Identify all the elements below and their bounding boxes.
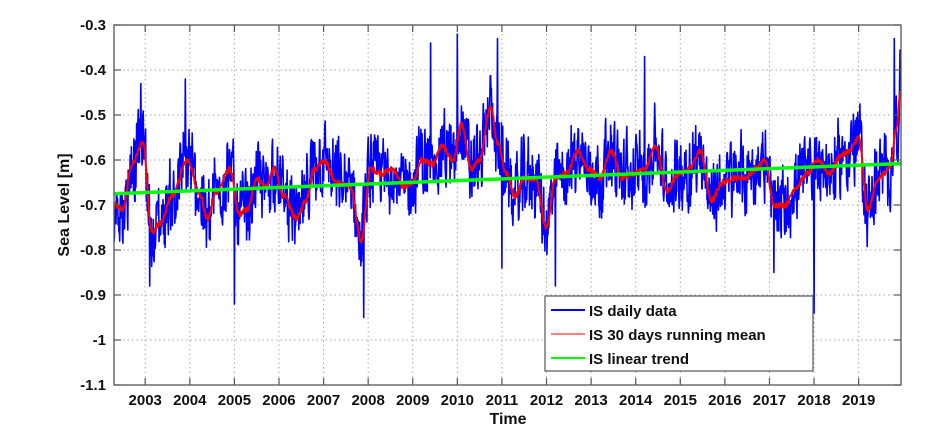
- y-tick-label: -1.1: [80, 377, 106, 394]
- x-axis-label: Time: [489, 411, 526, 428]
- x-tick-label: 2016: [708, 392, 741, 409]
- x-tick-label: 2006: [262, 392, 295, 409]
- legend-box: [544, 295, 814, 372]
- x-tick-label: 2004: [173, 392, 207, 409]
- series-running-mean: [114, 91, 901, 244]
- x-tick-label: 2011: [486, 392, 519, 409]
- legend-label-linear-trend: IS linear trend: [589, 351, 689, 368]
- x-tick-label: 2007: [307, 392, 340, 409]
- x-tick-label: 2009: [396, 392, 429, 409]
- y-tick-label: -0.9: [80, 287, 106, 304]
- y-tick-label: -0.6: [80, 152, 106, 169]
- x-tick-label: 2012: [530, 392, 563, 409]
- y-tick-label: -0.4: [80, 62, 107, 79]
- axis-ticks: [114, 24, 901, 386]
- x-tick-label: 2003: [129, 392, 162, 409]
- x-tick-label: 2013: [574, 392, 607, 409]
- y-tick-label: -1: [93, 332, 106, 349]
- y-tick-labels: -0.3 -0.4 -0.5 -0.6 -0.7 -0.8 -0.9 -1 -1.1: [80, 17, 107, 394]
- x-tick-label: 2005: [218, 392, 251, 409]
- y-tick-label: -0.7: [80, 197, 106, 214]
- series-linear-trend: [114, 161, 901, 196]
- x-tick-label: 2008: [351, 392, 384, 409]
- y-tick-label: -0.5: [80, 107, 106, 124]
- legend: IS daily data IS 30 days running mean IS…: [544, 295, 814, 372]
- x-tick-label: 2019: [842, 392, 875, 409]
- y-axis-label: Sea Level [m]: [56, 153, 73, 256]
- x-tick-labels: 2003 2004 2005 2006 2007 2008 2009 2010 2011 2012…: [129, 392, 876, 409]
- x-tick-label: 2015: [664, 392, 697, 409]
- legend-label-daily: IS daily data: [589, 303, 677, 320]
- legend-label-running-mean: IS 30 days running mean: [589, 327, 766, 344]
- x-tick-label: 2014: [619, 392, 653, 409]
- y-tick-label: -0.3: [80, 17, 106, 34]
- plot-area: [114, 33, 901, 319]
- x-tick-label: 2018: [797, 392, 830, 409]
- x-tick-label: 2010: [441, 392, 474, 409]
- y-tick-label: -0.8: [80, 242, 106, 259]
- x-tick-label: 2017: [753, 392, 786, 409]
